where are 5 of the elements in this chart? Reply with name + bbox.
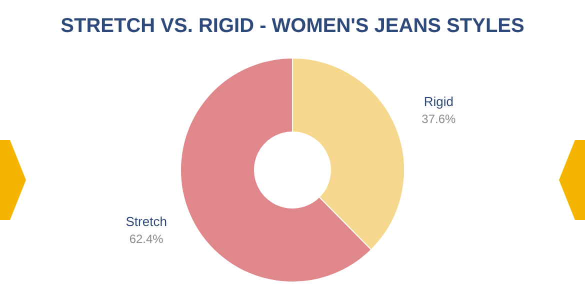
data-label: 37.6% xyxy=(422,112,456,126)
data-label: 62.4% xyxy=(129,232,164,246)
slice-label: Stretch xyxy=(126,214,167,230)
slice-label: Rigid xyxy=(424,94,454,109)
chart-title: STRETCH VS. RIGID - WOMEN'S JEANS STYLES xyxy=(60,15,524,37)
